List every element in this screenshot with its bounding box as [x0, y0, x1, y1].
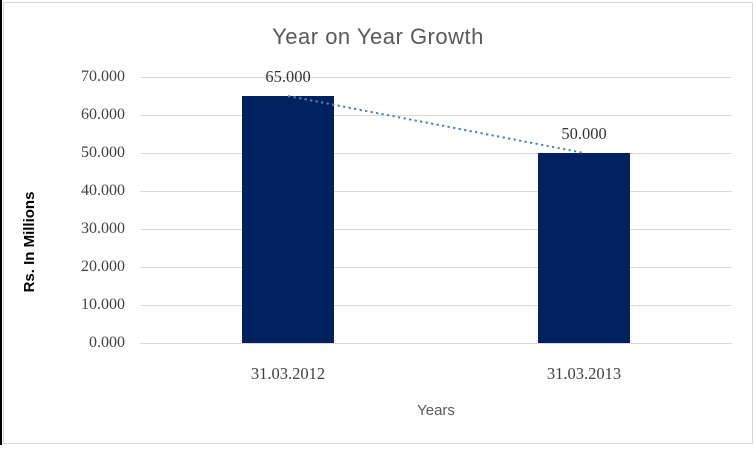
x-axis-title: Years: [417, 402, 455, 419]
y-tick-label: 40.000: [81, 182, 125, 199]
left-edge-line: [0, 0, 2, 445]
y-tick-label: 20.000: [81, 258, 125, 275]
y-tick-label: 0.000: [89, 334, 125, 351]
y-tick-label: 70.000: [81, 68, 125, 85]
y-tick-label: 50.000: [81, 144, 125, 161]
y-tick-label: 10.000: [81, 296, 125, 313]
category-label: 31.03.2012: [250, 364, 326, 383]
gridline: [140, 153, 732, 154]
gridline: [140, 305, 732, 306]
gridline: [140, 343, 732, 344]
category-label: 31.03.2013: [546, 364, 622, 383]
y-tick-label: 30.000: [81, 220, 125, 237]
gridline: [140, 77, 732, 78]
gridline: [140, 229, 732, 230]
chart-frame: [3, 2, 753, 444]
data-label: 50.000: [561, 124, 607, 143]
y-tick-label: 60.000: [81, 106, 125, 123]
gridline: [140, 115, 732, 116]
gridline: [140, 267, 732, 268]
data-label: 65.000: [265, 67, 311, 86]
gridline: [140, 191, 732, 192]
bar-31.03.2012[interactable]: [242, 96, 334, 343]
bar-31.03.2013[interactable]: [538, 153, 630, 343]
chart-title: Year on Year Growth: [272, 24, 484, 49]
